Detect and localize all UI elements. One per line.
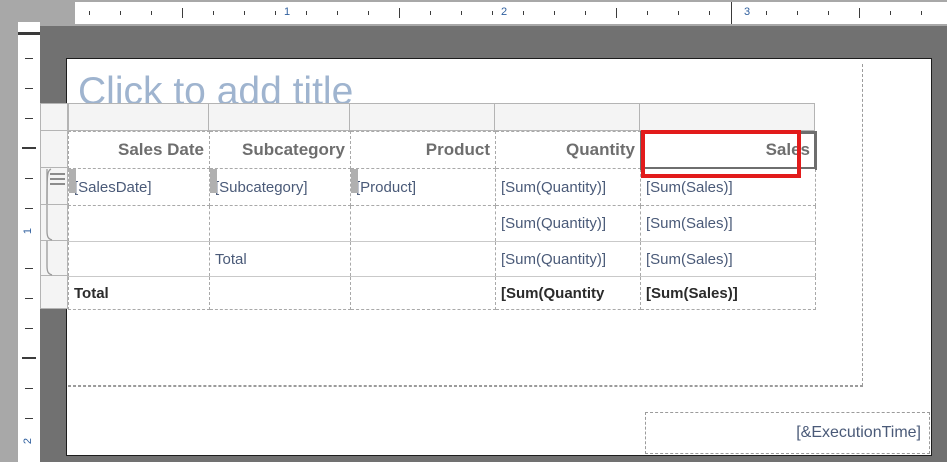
- tablix-corner-handle[interactable]: [40, 103, 68, 131]
- cell-empty-salesdate[interactable]: [68, 205, 210, 242]
- cell-sales-sum[interactable]: [Sum(Sales)]: [640, 241, 816, 277]
- header-cell-product[interactable]: Product: [350, 131, 496, 169]
- group-bracket-icon-3: [45, 241, 54, 276]
- header-cell-sales[interactable]: Sales: [639, 130, 817, 170]
- cell-quantity-sum[interactable]: [Sum(Quantity)]: [495, 205, 641, 242]
- page-footer-separator: [68, 386, 863, 387]
- ruler-number-3: 3: [743, 6, 751, 18]
- row-handle-group-total[interactable]: [40, 205, 68, 241]
- footer-execution-time-textbox[interactable]: [&ExecutionTime]: [645, 412, 930, 454]
- cell-quantity-sum[interactable]: [Sum(Quantity)]: [495, 168, 641, 206]
- cell-text: [Subcategory]: [215, 178, 308, 196]
- row-handle-subtotal[interactable]: [40, 241, 68, 276]
- table-row[interactable]: Total [Sum(Quantity)] [Sum(Sales)]: [68, 241, 816, 277]
- table-row[interactable]: [Sum(Quantity)] [Sum(Sales)]: [68, 205, 816, 242]
- ruler-corner: [0, 0, 75, 24]
- tablix-grid[interactable]: Sales Date Subcategory Product Quantity …: [68, 130, 817, 310]
- table-row[interactable]: Total [Sum(Quantity [Sum(Sales)]: [68, 276, 816, 310]
- vruler-number-2: 2: [22, 438, 34, 445]
- cell-grandtotal-label[interactable]: Total: [68, 276, 210, 310]
- row-handle-detail[interactable]: [40, 168, 68, 205]
- cell-grip-icon[interactable]: [210, 169, 217, 193]
- tablix[interactable]: Sales Date Subcategory Product Quantity …: [40, 103, 817, 311]
- group-bracket-icon: [45, 168, 54, 205]
- cell-text: [SalesDate]: [74, 178, 152, 196]
- row-handle-grand-total[interactable]: [40, 276, 68, 309]
- cell-sales-sum[interactable]: [Sum(Sales)]: [640, 168, 816, 206]
- header-cell-sales-date[interactable]: Sales Date: [68, 131, 210, 169]
- ruler-number-2: 2: [500, 6, 508, 18]
- top-margin-marker: [18, 32, 40, 35]
- page-margin-marker: [731, 2, 732, 24]
- vertical-ruler[interactable]: 1 2: [18, 26, 40, 462]
- column-handle-strip[interactable]: [40, 103, 815, 131]
- cell-product-expression[interactable]: [Product]: [350, 168, 496, 206]
- footer-execution-time-text: [&ExecutionTime]: [796, 424, 921, 441]
- cell-grandtotal-quantity[interactable]: [Sum(Quantity: [495, 276, 641, 310]
- column-handle-quantity[interactable]: [495, 103, 640, 131]
- table-row[interactable]: [SalesDate] [Subcategory] [Product] [Sum…: [68, 168, 816, 206]
- row-handle-header[interactable]: [40, 131, 68, 168]
- column-handle-subcategory[interactable]: [209, 103, 350, 131]
- cell-grip-icon[interactable]: [351, 169, 358, 193]
- cell-subcategory-expression[interactable]: [Subcategory]: [209, 168, 351, 206]
- table-header-row[interactable]: Sales Date Subcategory Product Quantity …: [68, 130, 817, 170]
- cell-quantity-sum[interactable]: [Sum(Quantity)]: [495, 241, 641, 277]
- column-handle-sales-date[interactable]: [68, 103, 209, 131]
- cell-empty-product[interactable]: [350, 205, 496, 242]
- group-bracket-icon-2: [45, 205, 54, 241]
- cell-subtotal-label[interactable]: Total: [209, 241, 351, 277]
- cell-empty-subcategory[interactable]: [209, 276, 351, 310]
- row-handle-strip[interactable]: [40, 131, 68, 309]
- header-cell-quantity[interactable]: Quantity: [495, 131, 641, 169]
- ruler-number-1: 1: [283, 6, 291, 18]
- cell-sales-sum[interactable]: [Sum(Sales)]: [640, 205, 816, 242]
- row-group-grip-icon[interactable]: [50, 173, 65, 186]
- header-cell-subcategory[interactable]: Subcategory: [209, 131, 351, 169]
- horizontal-ruler[interactable]: 1 2 3 4 5: [75, 2, 947, 24]
- cell-grip-icon[interactable]: [69, 169, 76, 193]
- vruler-number-1: 1: [22, 228, 34, 235]
- cell-empty-salesdate[interactable]: [68, 241, 210, 277]
- cell-text: [Product]: [356, 178, 417, 196]
- cell-empty-product[interactable]: [350, 276, 496, 310]
- column-handle-product[interactable]: [350, 103, 495, 131]
- cell-empty-product[interactable]: [350, 241, 496, 277]
- column-handle-sales[interactable]: [640, 103, 815, 131]
- cell-empty-subcategory[interactable]: [209, 205, 351, 242]
- vertical-ruler-cap: [18, 22, 40, 28]
- cell-grandtotal-sales[interactable]: [Sum(Sales)]: [640, 276, 816, 310]
- cell-salesdate-expression[interactable]: [SalesDate]: [68, 168, 210, 206]
